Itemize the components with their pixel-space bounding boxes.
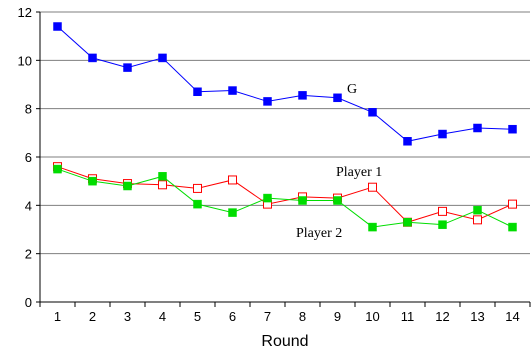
data-point <box>403 218 412 227</box>
y-tick-label: 8 <box>25 102 32 117</box>
data-point <box>263 193 272 203</box>
x-tick-label: 6 <box>229 309 236 324</box>
annotation-g: G <box>347 82 357 97</box>
data-point <box>263 97 272 106</box>
data-point <box>88 53 97 63</box>
data-point <box>158 53 167 63</box>
y-tick-label: 6 <box>25 150 32 165</box>
data-point <box>368 222 377 232</box>
data-point <box>473 123 482 133</box>
data-point <box>333 196 342 205</box>
data-point <box>508 199 517 209</box>
data-point <box>123 181 132 191</box>
data-point <box>158 180 167 190</box>
data-point <box>53 164 62 174</box>
y-tick-label: 2 <box>25 247 32 262</box>
x-tick-label: 3 <box>124 309 131 324</box>
data-point <box>368 182 377 192</box>
data-point <box>438 129 447 139</box>
axes <box>36 11 531 307</box>
series-g <box>53 22 517 146</box>
x-tick-label: 1 <box>54 309 61 324</box>
grid-lines <box>40 11 530 255</box>
data-point <box>53 22 62 31</box>
data-point <box>193 183 202 193</box>
data-point <box>333 93 342 103</box>
x-tick-label: 7 <box>264 309 271 324</box>
x-axis-title: Round <box>261 333 308 350</box>
annotation-player-2: Player 2 <box>296 226 342 241</box>
data-point <box>298 196 307 205</box>
data-point <box>438 206 447 216</box>
annotation-player-1: Player 1 <box>336 165 382 180</box>
y-tick-label: 12 <box>18 5 32 20</box>
x-tick-label: 10 <box>365 309 379 324</box>
y-tick-label: 10 <box>18 53 32 68</box>
data-point <box>368 108 377 117</box>
x-tick-label: 4 <box>159 309 166 324</box>
series-line <box>57 26 513 142</box>
data-point <box>508 124 517 134</box>
x-tick-label: 11 <box>401 309 415 324</box>
data-point <box>298 91 307 100</box>
data-point <box>88 176 97 186</box>
data-point <box>438 220 447 229</box>
data-point <box>193 199 202 209</box>
x-tick-label: 9 <box>334 309 341 324</box>
data-point <box>228 175 237 185</box>
series-line <box>57 168 513 228</box>
data-point <box>403 137 412 146</box>
x-tick-label: 5 <box>194 309 201 324</box>
data-point <box>193 87 202 96</box>
y-tick-label: 0 <box>25 295 32 310</box>
x-tick-label: 2 <box>89 309 96 324</box>
data-point <box>228 208 237 217</box>
data-point <box>473 215 482 225</box>
series-line <box>57 166 513 223</box>
series-player-2 <box>53 164 517 232</box>
x-tick-labels: 1 2 3 4 5 6 7 8 9 10 11 12 13 14 <box>54 309 520 324</box>
data-point <box>123 63 132 72</box>
data-point <box>158 172 167 181</box>
series-player-1 <box>53 162 517 227</box>
y-tick-labels: 0 2 4 6 8 10 12 <box>18 5 32 310</box>
y-tick-label: 4 <box>25 198 32 213</box>
x-tick-label: 12 <box>435 309 449 324</box>
x-tick-label: 14 <box>505 309 519 324</box>
x-tick-label: 13 <box>470 309 484 324</box>
series-layer <box>53 22 517 232</box>
data-point <box>473 205 482 215</box>
data-point <box>228 86 237 95</box>
data-point <box>508 222 517 232</box>
x-tick-label: 8 <box>299 309 306 324</box>
